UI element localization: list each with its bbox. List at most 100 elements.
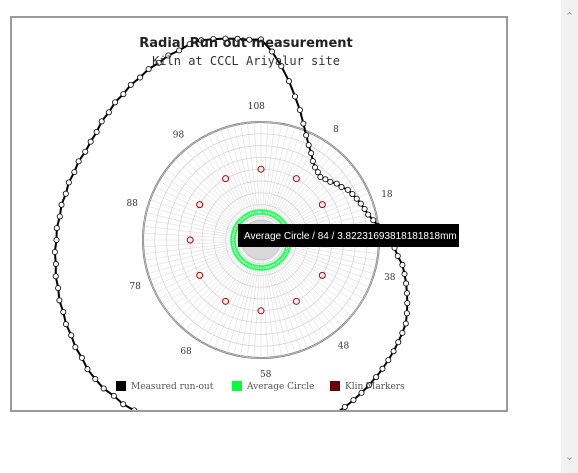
measured-runout-point (93, 128, 100, 135)
measured-runout-point (127, 81, 134, 88)
kiln-marker (257, 165, 265, 173)
kiln-marker (257, 307, 265, 315)
measured-runout-point (53, 236, 60, 243)
measured-runout-point (68, 332, 75, 339)
kiln-marker (186, 236, 194, 244)
measured-runout-point (51, 249, 58, 256)
measured-runout-point (349, 191, 356, 198)
measured-runout-point (404, 300, 411, 307)
measured-runout-point (268, 48, 275, 55)
angle-label: 18 (381, 190, 393, 200)
average-circle-point (257, 209, 262, 215)
measured-runout-point (370, 217, 377, 224)
angle-label: 98 (173, 130, 185, 140)
polar-chart: 108 8 18 38 48 58 68 78 88 98 Radial Run out meas… (51, 35, 459, 410)
legend-swatch (232, 381, 242, 391)
angle-label: 88 (126, 199, 138, 209)
tooltip-text: Average Circle / 84 / 3.8223169381818181… (244, 231, 457, 242)
tooltip-box (238, 224, 459, 247)
measured-runout-point (72, 344, 79, 351)
measured-runout-point (78, 354, 85, 361)
measured-runout-point (358, 389, 365, 396)
measured-runout-point (305, 142, 312, 149)
measured-runout-point (120, 91, 127, 98)
scroll-up-arrow-icon[interactable]: ⌃ (564, 10, 575, 23)
measured-runout-point (338, 184, 345, 191)
angle-label: 38 (384, 273, 396, 283)
kiln-marker (196, 201, 204, 209)
kiln-marker (318, 201, 326, 209)
measured-runout-point (84, 366, 91, 373)
measured-runout-point (361, 205, 368, 212)
measured-runout-point (403, 280, 410, 287)
measured-runout-point (234, 35, 241, 42)
measured-runout-point (317, 174, 324, 181)
measured-runout-point (300, 120, 307, 127)
measured-runout-point (314, 169, 321, 176)
measured-runout-point (308, 150, 315, 157)
kiln-marker (222, 175, 230, 183)
measured-runout-point (222, 35, 229, 42)
measured-runout-point (350, 397, 357, 404)
measured-runout-point (312, 164, 319, 171)
measured-runout-point (186, 41, 193, 48)
measured-runout-point (75, 158, 82, 165)
legend: Measured run-out Average Circle Klin Marke… (116, 381, 405, 392)
measured-runout-point (198, 37, 205, 44)
measured-runout-point (402, 320, 409, 327)
measured-runout-point (366, 382, 373, 389)
measured-runout-point (365, 211, 372, 218)
measured-runout-point (309, 158, 316, 165)
measured-runout-point (98, 118, 105, 125)
measured-runout-point (379, 365, 386, 372)
kiln-marker (292, 175, 300, 183)
measured-runout-point (341, 403, 348, 410)
kiln-marker (292, 297, 300, 305)
measured-runout-point (395, 339, 402, 346)
measured-runout-point (58, 201, 65, 208)
measured-runout-point (210, 36, 217, 43)
measured-runout-point (155, 59, 162, 66)
measured-runout-point (62, 190, 69, 197)
measured-runout-point (394, 252, 401, 259)
measured-runout-point (385, 357, 392, 364)
measured-runout-point (399, 329, 406, 336)
angle-label: 8 (333, 125, 339, 135)
chart-title: Radial Run out measurement (139, 36, 352, 51)
measured-runout-point (322, 176, 329, 183)
measured-runout-point (333, 180, 340, 187)
measured-runout-point (344, 186, 351, 193)
measured-runout-point (120, 401, 127, 408)
measured-runout-point (60, 308, 67, 315)
measured-runout-point (137, 74, 144, 81)
measured-runout-point (246, 36, 253, 43)
measured-runout-point (353, 195, 360, 202)
measured-runout-point (327, 178, 334, 185)
measured-runout-point (399, 261, 406, 268)
tooltip: Average Circle / 84 / 3.8223169381818181… (238, 224, 459, 247)
measured-runout-point (401, 271, 408, 278)
measured-runout-point (112, 99, 119, 106)
measured-runout-point (292, 93, 299, 100)
measured-runout-point (110, 392, 117, 399)
legend-label: Average Circle (246, 382, 314, 392)
measured-runout-point (303, 132, 310, 139)
measured-runout-point (52, 260, 59, 267)
angle-labels: 108 8 18 38 48 58 68 78 88 98 (126, 102, 395, 380)
measured-runout-point (87, 138, 94, 145)
measured-runout-point (296, 107, 303, 114)
scroll-down-arrow-icon[interactable]: ⌄ (564, 450, 575, 463)
legend-swatch (116, 381, 126, 391)
measured-runout-point (131, 407, 138, 410)
measured-runout-point (403, 310, 410, 317)
measured-runout-point (278, 63, 285, 70)
measured-runout-point (373, 374, 380, 381)
angle-label: 68 (180, 347, 192, 357)
angle-label: 108 (248, 102, 265, 112)
angle-label: 58 (260, 370, 272, 380)
angle-label: 78 (129, 282, 141, 292)
measured-runout-point (62, 321, 69, 328)
vertical-scrollbar[interactable]: ⌃ ⌄ (561, 0, 578, 473)
measured-runout-point (71, 169, 78, 176)
measured-runout-point (100, 385, 107, 392)
